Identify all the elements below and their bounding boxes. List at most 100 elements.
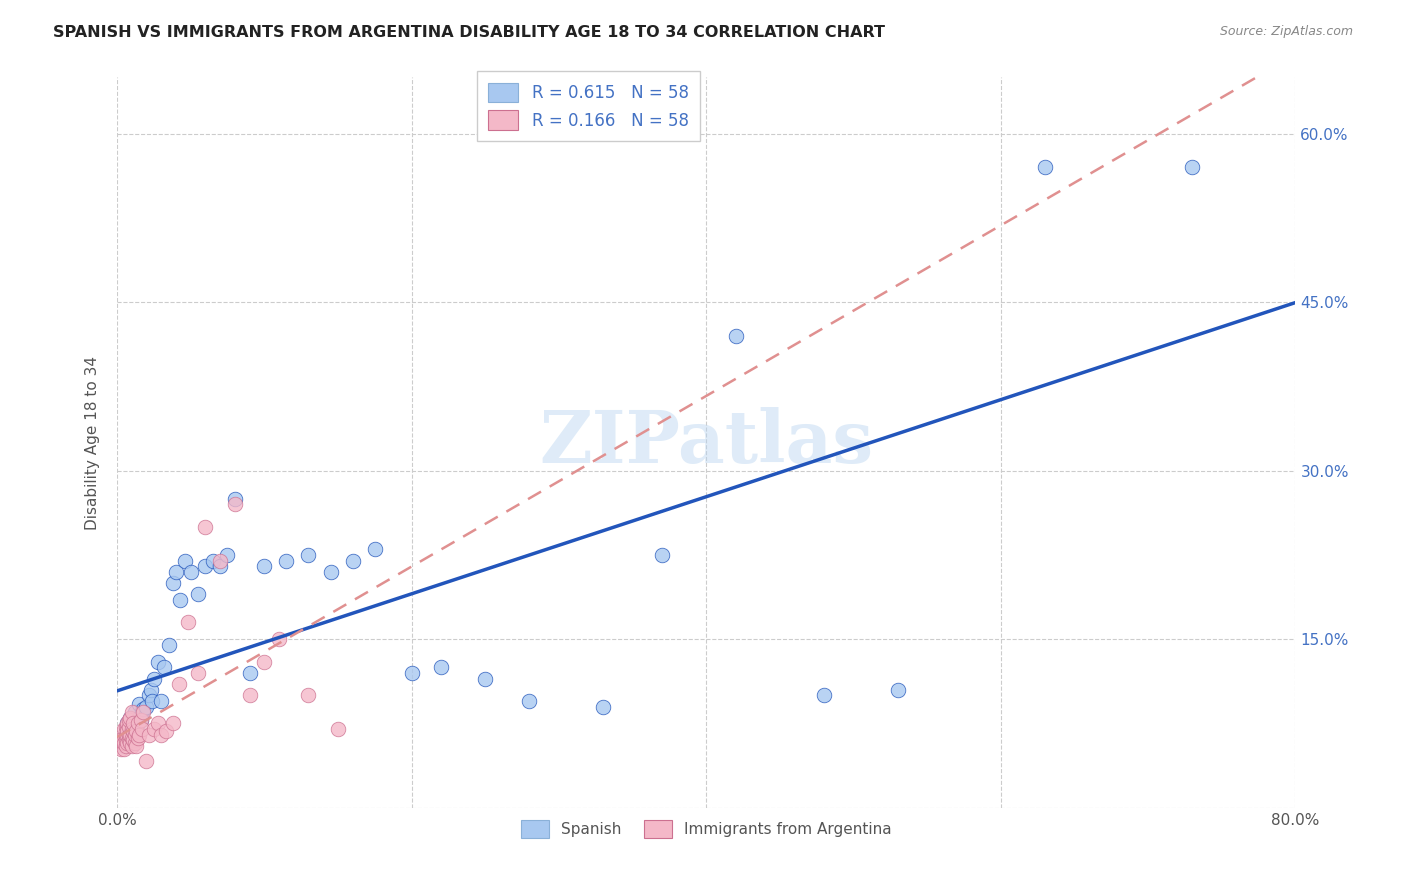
Point: [253, 559, 276, 574]
Point: [135, 754, 157, 768]
Point: [125, 724, 148, 739]
Point: [122, 713, 145, 727]
Point: [114, 739, 136, 753]
Point: [131, 705, 153, 719]
Point: [121, 705, 143, 719]
Point: [813, 689, 835, 703]
Point: [194, 559, 217, 574]
Point: [886, 682, 908, 697]
Point: [121, 739, 143, 753]
Point: [114, 720, 136, 734]
Point: [135, 699, 157, 714]
Point: [169, 593, 191, 607]
Point: [118, 720, 141, 734]
Point: [1033, 161, 1056, 175]
Point: [201, 553, 224, 567]
Legend: Spanish, Immigrants from Argentina: Spanish, Immigrants from Argentina: [515, 814, 897, 844]
Point: [238, 689, 260, 703]
Point: [131, 722, 153, 736]
Point: [127, 716, 149, 731]
Point: [125, 739, 148, 753]
Point: [142, 722, 165, 736]
Point: [519, 694, 541, 708]
Point: [114, 728, 136, 742]
Point: [430, 660, 453, 674]
Text: Source: ZipAtlas.com: Source: ZipAtlas.com: [1219, 25, 1353, 38]
Point: [141, 694, 163, 708]
Point: [118, 728, 141, 742]
Point: [180, 565, 202, 579]
Point: [474, 672, 496, 686]
Point: [121, 722, 143, 736]
Point: [129, 713, 152, 727]
Point: [124, 705, 146, 719]
Point: [238, 665, 260, 680]
Point: [297, 548, 319, 562]
Point: [187, 665, 209, 680]
Point: [129, 713, 152, 727]
Point: [110, 742, 132, 756]
Point: [124, 728, 146, 742]
Point: [326, 722, 349, 736]
Point: [150, 694, 173, 708]
Point: [209, 559, 232, 574]
Point: [128, 711, 150, 725]
Point: [118, 733, 141, 747]
Point: [122, 733, 145, 747]
Point: [117, 724, 139, 739]
Point: [124, 735, 146, 749]
Point: [122, 716, 145, 731]
Point: [319, 565, 342, 579]
Point: [253, 655, 276, 669]
Point: [155, 724, 177, 739]
Point: [112, 722, 135, 736]
Point: [173, 553, 195, 567]
Point: [162, 716, 184, 731]
Point: [139, 682, 162, 697]
Point: [127, 716, 149, 731]
Point: [148, 716, 170, 731]
Point: [112, 742, 135, 756]
Point: [276, 553, 298, 567]
Point: [120, 728, 142, 742]
Point: [111, 735, 134, 749]
Point: [342, 553, 364, 567]
Point: [364, 542, 387, 557]
Text: SPANISH VS IMMIGRANTS FROM ARGENTINA DISABILITY AGE 18 TO 34 CORRELATION CHART: SPANISH VS IMMIGRANTS FROM ARGENTINA DIS…: [53, 25, 886, 40]
Point: [128, 728, 150, 742]
Point: [401, 665, 423, 680]
Point: [224, 491, 246, 506]
Point: [114, 733, 136, 747]
Point: [118, 733, 141, 747]
Point: [117, 722, 139, 736]
Point: [121, 735, 143, 749]
Point: [176, 615, 198, 630]
Point: [138, 728, 160, 742]
Point: [112, 728, 135, 742]
Point: [153, 660, 176, 674]
Point: [120, 711, 142, 725]
Point: [217, 548, 239, 562]
Point: [117, 735, 139, 749]
Point: [120, 724, 142, 739]
Y-axis label: Disability Age 18 to 34: Disability Age 18 to 34: [86, 356, 100, 530]
Point: [122, 724, 145, 739]
Point: [162, 576, 184, 591]
Point: [167, 677, 190, 691]
Point: [117, 716, 139, 731]
Point: [128, 698, 150, 712]
Point: [592, 699, 614, 714]
Point: [194, 520, 217, 534]
Point: [224, 497, 246, 511]
Point: [297, 689, 319, 703]
Point: [150, 728, 173, 742]
Point: [651, 548, 673, 562]
Point: [1181, 161, 1204, 175]
Point: [127, 731, 149, 745]
Point: [118, 713, 141, 727]
Point: [121, 731, 143, 745]
Point: [117, 728, 139, 742]
Point: [117, 722, 139, 736]
Point: [124, 728, 146, 742]
Point: [114, 728, 136, 742]
